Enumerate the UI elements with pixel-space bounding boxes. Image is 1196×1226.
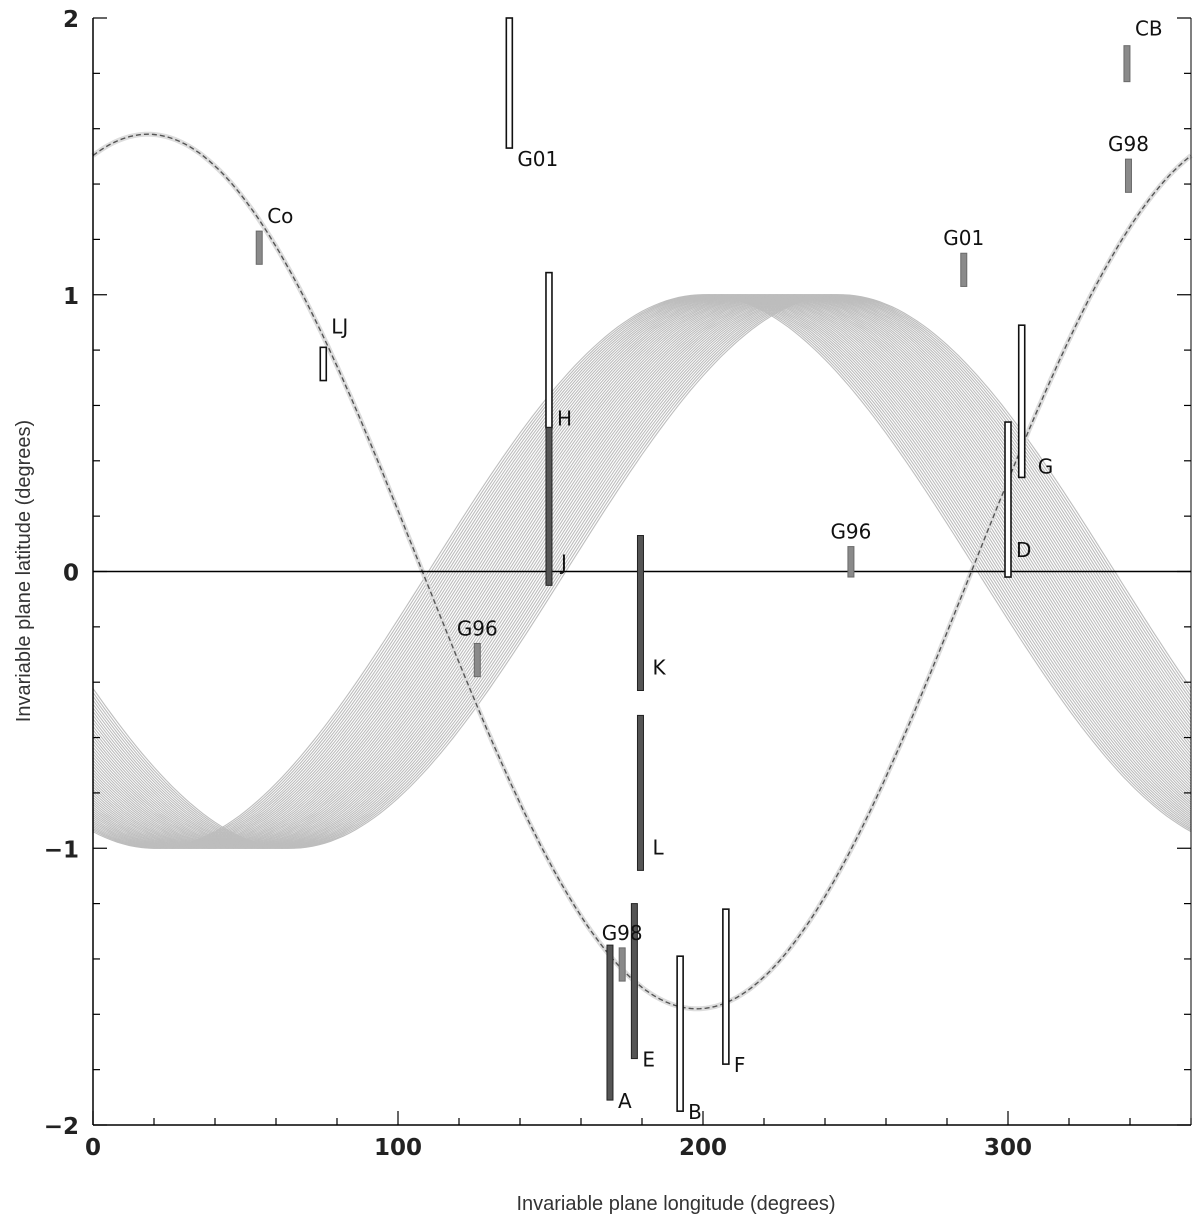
y-tick-label: 1	[63, 284, 79, 310]
tick-labels: 0 100 200 300 −2 −1 0 1 2	[44, 7, 1032, 1161]
marker-e-16	[630, 903, 638, 1060]
marker-cb-1	[1123, 45, 1131, 83]
marker-g98-2	[1124, 158, 1132, 193]
band-line	[92, 294, 1192, 849]
band-line	[92, 294, 1192, 849]
y-tick-label: 2	[63, 7, 79, 33]
marker-g-8	[1017, 324, 1026, 479]
marker-g01-0	[505, 17, 514, 149]
y-tick-label: −2	[44, 1114, 79, 1140]
band-line	[92, 294, 1192, 849]
marker-b-17	[676, 955, 684, 1112]
marker-a-15	[606, 944, 614, 1101]
y-axis-title: Invariable plane latitude (degrees)	[13, 420, 35, 722]
band-line	[92, 294, 1192, 849]
band-line	[92, 294, 1192, 849]
x-tick-label: 200	[679, 1135, 727, 1161]
axes	[92, 17, 1192, 1126]
marker-g98-14	[618, 947, 626, 982]
marker-label-g01-0: G01	[517, 147, 558, 171]
marker-label-e-16: E	[642, 1048, 655, 1072]
marker-lj-5	[319, 346, 328, 382]
band-line	[92, 294, 1192, 849]
marker-h-6	[545, 271, 553, 429]
marker-g96-10	[847, 546, 855, 578]
marker-g96-12	[473, 642, 481, 678]
marker-l-13	[636, 714, 644, 871]
marker-d-9	[1004, 421, 1012, 578]
marker-label-g96-12: G96	[457, 616, 498, 640]
band-line	[92, 294, 1192, 849]
marker-label-lj-5: LJ	[331, 314, 348, 338]
marker-label-b-17: B	[688, 1100, 702, 1124]
band-line	[92, 294, 1192, 849]
x-tick-label: 300	[984, 1135, 1032, 1161]
marker-label-a-15: A	[618, 1089, 632, 1113]
marker-label-j-7: J	[559, 550, 567, 574]
marker-label-k-11: K	[652, 656, 666, 680]
marker-label-l-13: L	[652, 835, 664, 859]
marker-label-g96-10: G96	[830, 520, 871, 544]
x-axis-title: Invariable plane longitude (degrees)	[516, 1193, 835, 1215]
marker-label-g98-2: G98	[1108, 132, 1149, 156]
marker-j-7	[545, 427, 553, 586]
marker-label-h-6: H	[557, 407, 572, 431]
marker-f-18	[722, 908, 730, 1065]
band-line	[92, 294, 1192, 849]
field-markers	[255, 17, 1132, 1112]
y-tick-label: 0	[63, 561, 79, 587]
marker-label-g01-4: G01	[943, 226, 984, 250]
marker-label-d-9: D	[1016, 538, 1031, 562]
marker-label-co-3: Co	[267, 204, 293, 228]
marker-label-f-18: F	[734, 1053, 746, 1077]
marker-labels: G01 CB G98 Co G01 LJ H J G D G96 K G96 L G98 AE B F	[267, 17, 1162, 1124]
marker-label-cb-1: CB	[1135, 17, 1163, 41]
x-tick-label: 0	[85, 1135, 101, 1161]
band-line	[92, 294, 1192, 849]
y-tick-label: −1	[44, 837, 79, 863]
x-tick-label: 100	[374, 1135, 422, 1161]
marker-co-3	[255, 230, 263, 265]
marker-g01-4	[960, 252, 968, 287]
marker-k-11	[636, 535, 644, 692]
marker-label-g-8: G	[1038, 454, 1054, 478]
marker-label-g98-14: G98	[602, 921, 643, 945]
band-line	[92, 294, 1192, 849]
